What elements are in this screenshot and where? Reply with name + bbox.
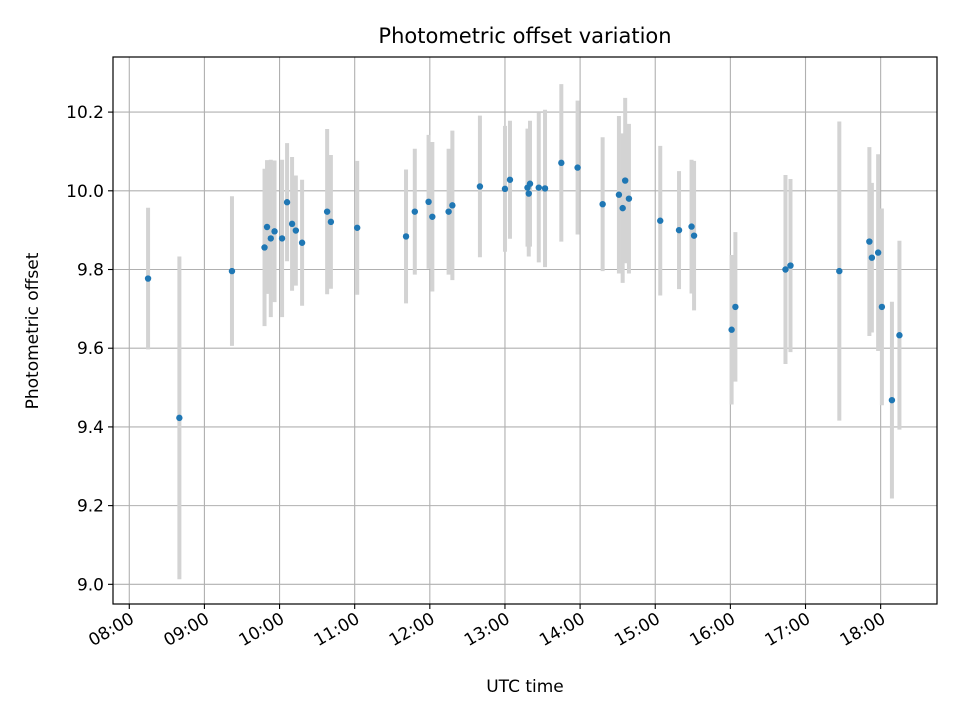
data-point (402, 233, 410, 240)
data-point (688, 223, 695, 230)
data-point (732, 303, 739, 311)
data-point (476, 183, 484, 190)
data-point (283, 199, 291, 206)
data-point (292, 227, 300, 234)
y-tick-label: 10.0 (66, 182, 104, 202)
data-point (263, 223, 271, 231)
y-tick-label: 9.4 (77, 418, 104, 438)
data-point (896, 332, 903, 339)
data-point (449, 202, 456, 209)
data-point (425, 198, 432, 206)
data-point (836, 267, 843, 275)
data-point (728, 326, 735, 333)
data-point (353, 224, 361, 231)
data-point (558, 159, 565, 167)
chart-title: Photometric offset variation (378, 24, 671, 48)
data-point (506, 176, 514, 183)
data-point (261, 244, 268, 251)
data-point (675, 226, 683, 234)
data-point (868, 254, 876, 261)
y-tick-label: 9.0 (77, 575, 104, 595)
data-point (621, 177, 629, 184)
y-tick-label: 9.6 (77, 339, 104, 359)
data-point (176, 414, 183, 422)
point-layer (144, 159, 903, 422)
data-point (271, 228, 278, 235)
data-point (267, 235, 274, 242)
y-axis: 9.0 9.2 9.4 9.6 9.8 10.0 10.2 (66, 103, 113, 595)
data-point (411, 208, 418, 215)
y-tick-label: 9.2 (77, 497, 104, 517)
data-point (625, 195, 633, 202)
data-point (501, 185, 509, 193)
data-point (866, 238, 873, 245)
data-point (526, 180, 534, 187)
data-point (323, 208, 331, 215)
data-point (541, 185, 549, 192)
data-point (599, 200, 606, 208)
data-point (278, 235, 286, 242)
data-point (878, 303, 886, 311)
data-point (657, 217, 664, 224)
plot-frame (112, 56, 938, 605)
x-axis-label: UTC time (486, 677, 564, 697)
data-point (574, 164, 581, 171)
y-axis-label: Photometric offset (23, 252, 43, 409)
data-point (782, 266, 789, 273)
data-point (615, 191, 623, 198)
data-point (429, 213, 436, 220)
data-point (535, 184, 542, 191)
data-point (228, 267, 236, 275)
data-point (888, 396, 896, 404)
data-point (298, 239, 306, 246)
data-point (690, 232, 698, 239)
data-point (327, 218, 335, 226)
y-tick-label: 10.2 (66, 103, 104, 123)
data-point (288, 220, 296, 228)
data-point (787, 262, 794, 269)
data-point (445, 208, 452, 215)
data-point (144, 275, 152, 282)
data-point (619, 204, 626, 212)
data-point (874, 249, 882, 256)
y-tick-label: 9.8 (77, 261, 104, 281)
data-point (525, 190, 532, 197)
